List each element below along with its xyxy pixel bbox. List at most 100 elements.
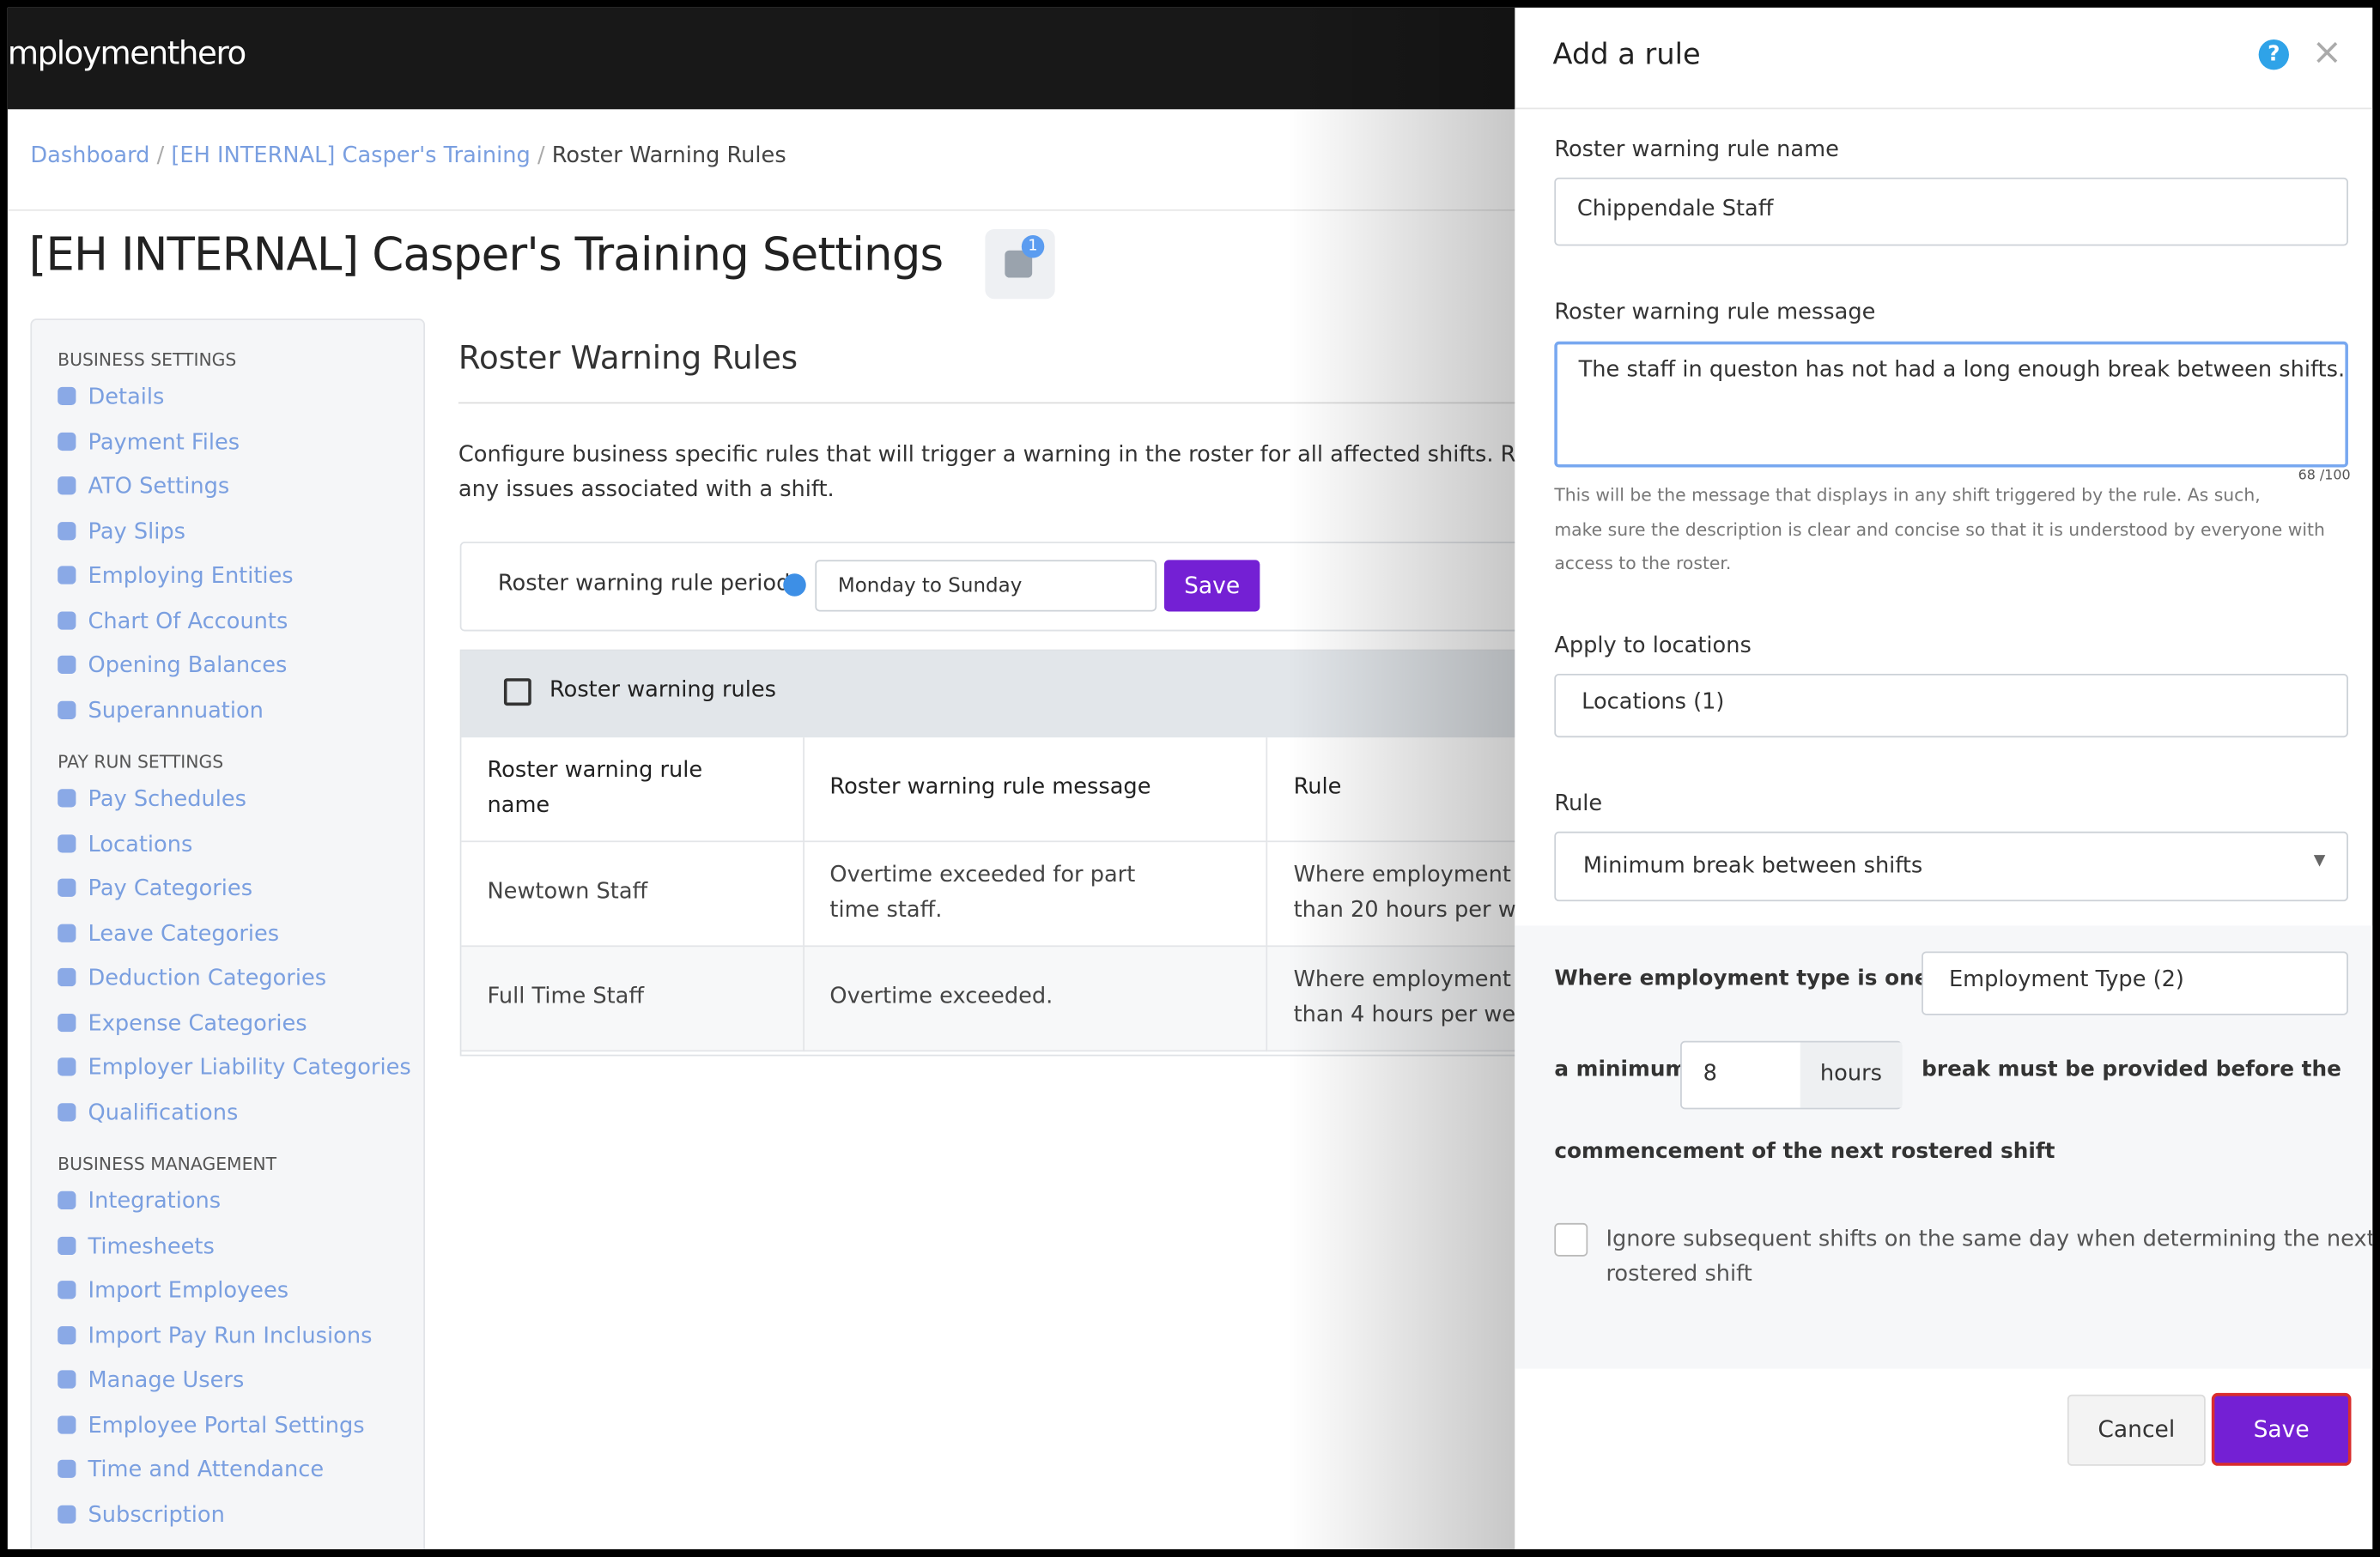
logo[interactable]: mploymenthero: [7, 34, 246, 72]
period-select[interactable]: Monday to Sunday: [815, 560, 1157, 612]
sidebar-link[interactable]: Pay Schedules: [32, 778, 423, 823]
sidebar-link[interactable]: Deduction Categories: [32, 958, 423, 1003]
sidebar-link[interactable]: Time and Attendance: [32, 1449, 423, 1493]
sidebar-link[interactable]: Subscription: [32, 1493, 423, 1538]
info-icon[interactable]: [783, 573, 806, 597]
input-value: Minimum break between shifts: [1582, 854, 1923, 879]
help-line: make sure the description is clear and c…: [1554, 518, 2325, 540]
config-text: commencement of the next rostered shift: [1554, 1139, 2055, 1164]
cell-line: than 4 hours per week.: [1294, 997, 1800, 1033]
sidebar-link[interactable]: Timesheets: [32, 1226, 423, 1270]
notes-button[interactable]: 1: [985, 228, 1055, 300]
input-value: Locations (1): [1582, 690, 1725, 715]
sidebar-link[interactable]: Details: [32, 376, 423, 421]
config-text: break must be provided before the: [1922, 1057, 2341, 1082]
period-label: Roster warning rule period: [497, 572, 791, 597]
ignore-checkbox[interactable]: [1554, 1222, 1588, 1257]
save-button[interactable]: Save: [2211, 1392, 2352, 1466]
table-cell: Overtime exceeded for part time staff.: [803, 840, 1268, 947]
sidebar-link[interactable]: Payment Files: [32, 421, 423, 466]
sidebar-link[interactable]: Pay Categories: [32, 868, 423, 912]
section-title: Roster Warning Rules: [458, 340, 798, 377]
sidebar-link[interactable]: Leave Categories: [32, 912, 423, 957]
unit: hours: [1800, 1042, 1903, 1108]
overlay-shadow: [1287, 7, 1515, 1550]
sidebar-link[interactable]: Import Pay Run Inclusions: [32, 1315, 423, 1360]
rule-select[interactable]: Minimum break between shifts ▼: [1554, 831, 2348, 902]
breadcrumb[interactable]: Dashboard: [30, 143, 150, 169]
sidebar-link[interactable]: Integrations: [32, 1180, 423, 1225]
sidebar: BUSINESS SETTINGS Details Payment Files ATO…: [30, 318, 426, 1550]
breadcrumbs: Dashboard / [EH INTERNAL] Casper's Train…: [30, 143, 786, 169]
divider: [458, 402, 1521, 404]
description-line: any issues associated with a shift.: [458, 477, 835, 503]
sidebar-link[interactable]: Locations: [32, 823, 423, 868]
name-input[interactable]: Chippendale Staff: [1554, 177, 2348, 246]
panel-title: Add a rule: [1552, 38, 1701, 72]
sidebar-heading: BUSINESS MANAGEMENT: [58, 1153, 277, 1175]
page-title: [EH INTERNAL] Casper's Training Settings: [28, 228, 944, 282]
column-header: Roster warning rule message: [803, 737, 1268, 842]
cell-line: time staff.: [829, 897, 943, 922]
sidebar-link[interactable]: Employee Portal Settings: [32, 1404, 423, 1449]
cell-line: Overtime exceeded for part: [829, 863, 1136, 888]
input-value: The staff in queston has not had a long …: [1578, 358, 2346, 383]
table-cell: Full Time Staff: [461, 945, 804, 1051]
field-label: Apply to locations: [1554, 633, 1752, 659]
checkbox-label: Ignore subsequent shifts on the same day…: [1606, 1223, 2372, 1293]
sidebar-heading: BUSINESS SETTINGS: [58, 348, 237, 371]
hours-input[interactable]: 8 hours: [1680, 1040, 1903, 1110]
close-button[interactable]: ×: [2311, 30, 2343, 73]
field-label: Roster warning rule name: [1554, 137, 1839, 163]
table-cell: Newtown Staff: [461, 840, 804, 947]
header-line: Roster warning rule: [487, 758, 703, 783]
sidebar-link[interactable]: Qualifications: [32, 1092, 423, 1136]
label-line: Ignore subsequent shifts on the same day…: [1606, 1227, 2373, 1252]
app: mploymenthero Dashboard / [EH INTERNAL] …: [7, 7, 2373, 1550]
locations-select[interactable]: Locations (1): [1554, 673, 2348, 738]
table-header: Roster warning rules: [461, 651, 1555, 738]
period-value: Monday to Sunday: [837, 575, 1023, 598]
help-text: This will be the message that displays i…: [1554, 478, 2325, 580]
config-text: Where employment type is one of: [1554, 966, 1960, 991]
divider: [1515, 107, 2373, 110]
sidebar-link[interactable]: Pay Slips: [32, 511, 423, 555]
save-button[interactable]: Save: [1163, 560, 1260, 612]
help-line: This will be the message that displays i…: [1554, 483, 2261, 506]
notification-count: 1: [1021, 235, 1045, 258]
sidebar-link[interactable]: Employer Liability Categories: [32, 1047, 423, 1092]
divider: [7, 209, 2373, 211]
help-button[interactable]: ?: [2258, 39, 2289, 70]
description-line: Configure business specific rules that w…: [458, 443, 1596, 468]
message-input[interactable]: The staff in queston has not had a long …: [1554, 341, 2348, 468]
field-label: Roster warning rule message: [1554, 300, 1876, 325]
cancel-button[interactable]: Cancel: [2067, 1394, 2206, 1466]
field-label: Rule: [1554, 791, 1603, 817]
input-value: Chippendale Staff: [1576, 197, 1774, 222]
header-line: Roster warning rule message: [829, 775, 1151, 801]
sidebar-link[interactable]: ATO Settings: [32, 466, 423, 511]
sidebar-heading: PAY RUN SETTINGS: [58, 751, 224, 772]
column-header: Roster warning rule name: [461, 737, 804, 842]
side-panel: Add a rule ? × Roster warning rule name …: [1515, 7, 2373, 1550]
breadcrumb[interactable]: [EH INTERNAL] Casper's Training: [171, 143, 531, 169]
sidebar-link[interactable]: Employing Entities: [32, 555, 423, 600]
sidebar-link[interactable]: Import Employees: [32, 1270, 423, 1315]
sidebar-link[interactable]: Chart Of Accounts: [32, 600, 423, 645]
breadcrumb: Roster Warning Rules: [551, 143, 786, 169]
header-line: name: [487, 793, 550, 818]
cell-line: Full Time Staff: [487, 984, 645, 1009]
input-value: Employment Type (2): [1948, 967, 2184, 993]
cell-line: Newtown Staff: [487, 880, 648, 905]
employment-select[interactable]: Employment Type (2): [1922, 951, 2348, 1015]
sidebar-link[interactable]: Manage Users: [32, 1360, 423, 1404]
sidebar-link[interactable]: Expense Categories: [32, 1003, 423, 1047]
sidebar-link[interactable]: Superannuation: [32, 690, 423, 735]
table-title: Roster warning rules: [549, 678, 777, 703]
sidebar-link[interactable]: Opening Balances: [32, 645, 423, 689]
config-text: a minimum: [1554, 1057, 1688, 1082]
char-counter: 68 /100: [2298, 469, 2351, 484]
label-line: rostered shift: [1606, 1262, 1752, 1287]
